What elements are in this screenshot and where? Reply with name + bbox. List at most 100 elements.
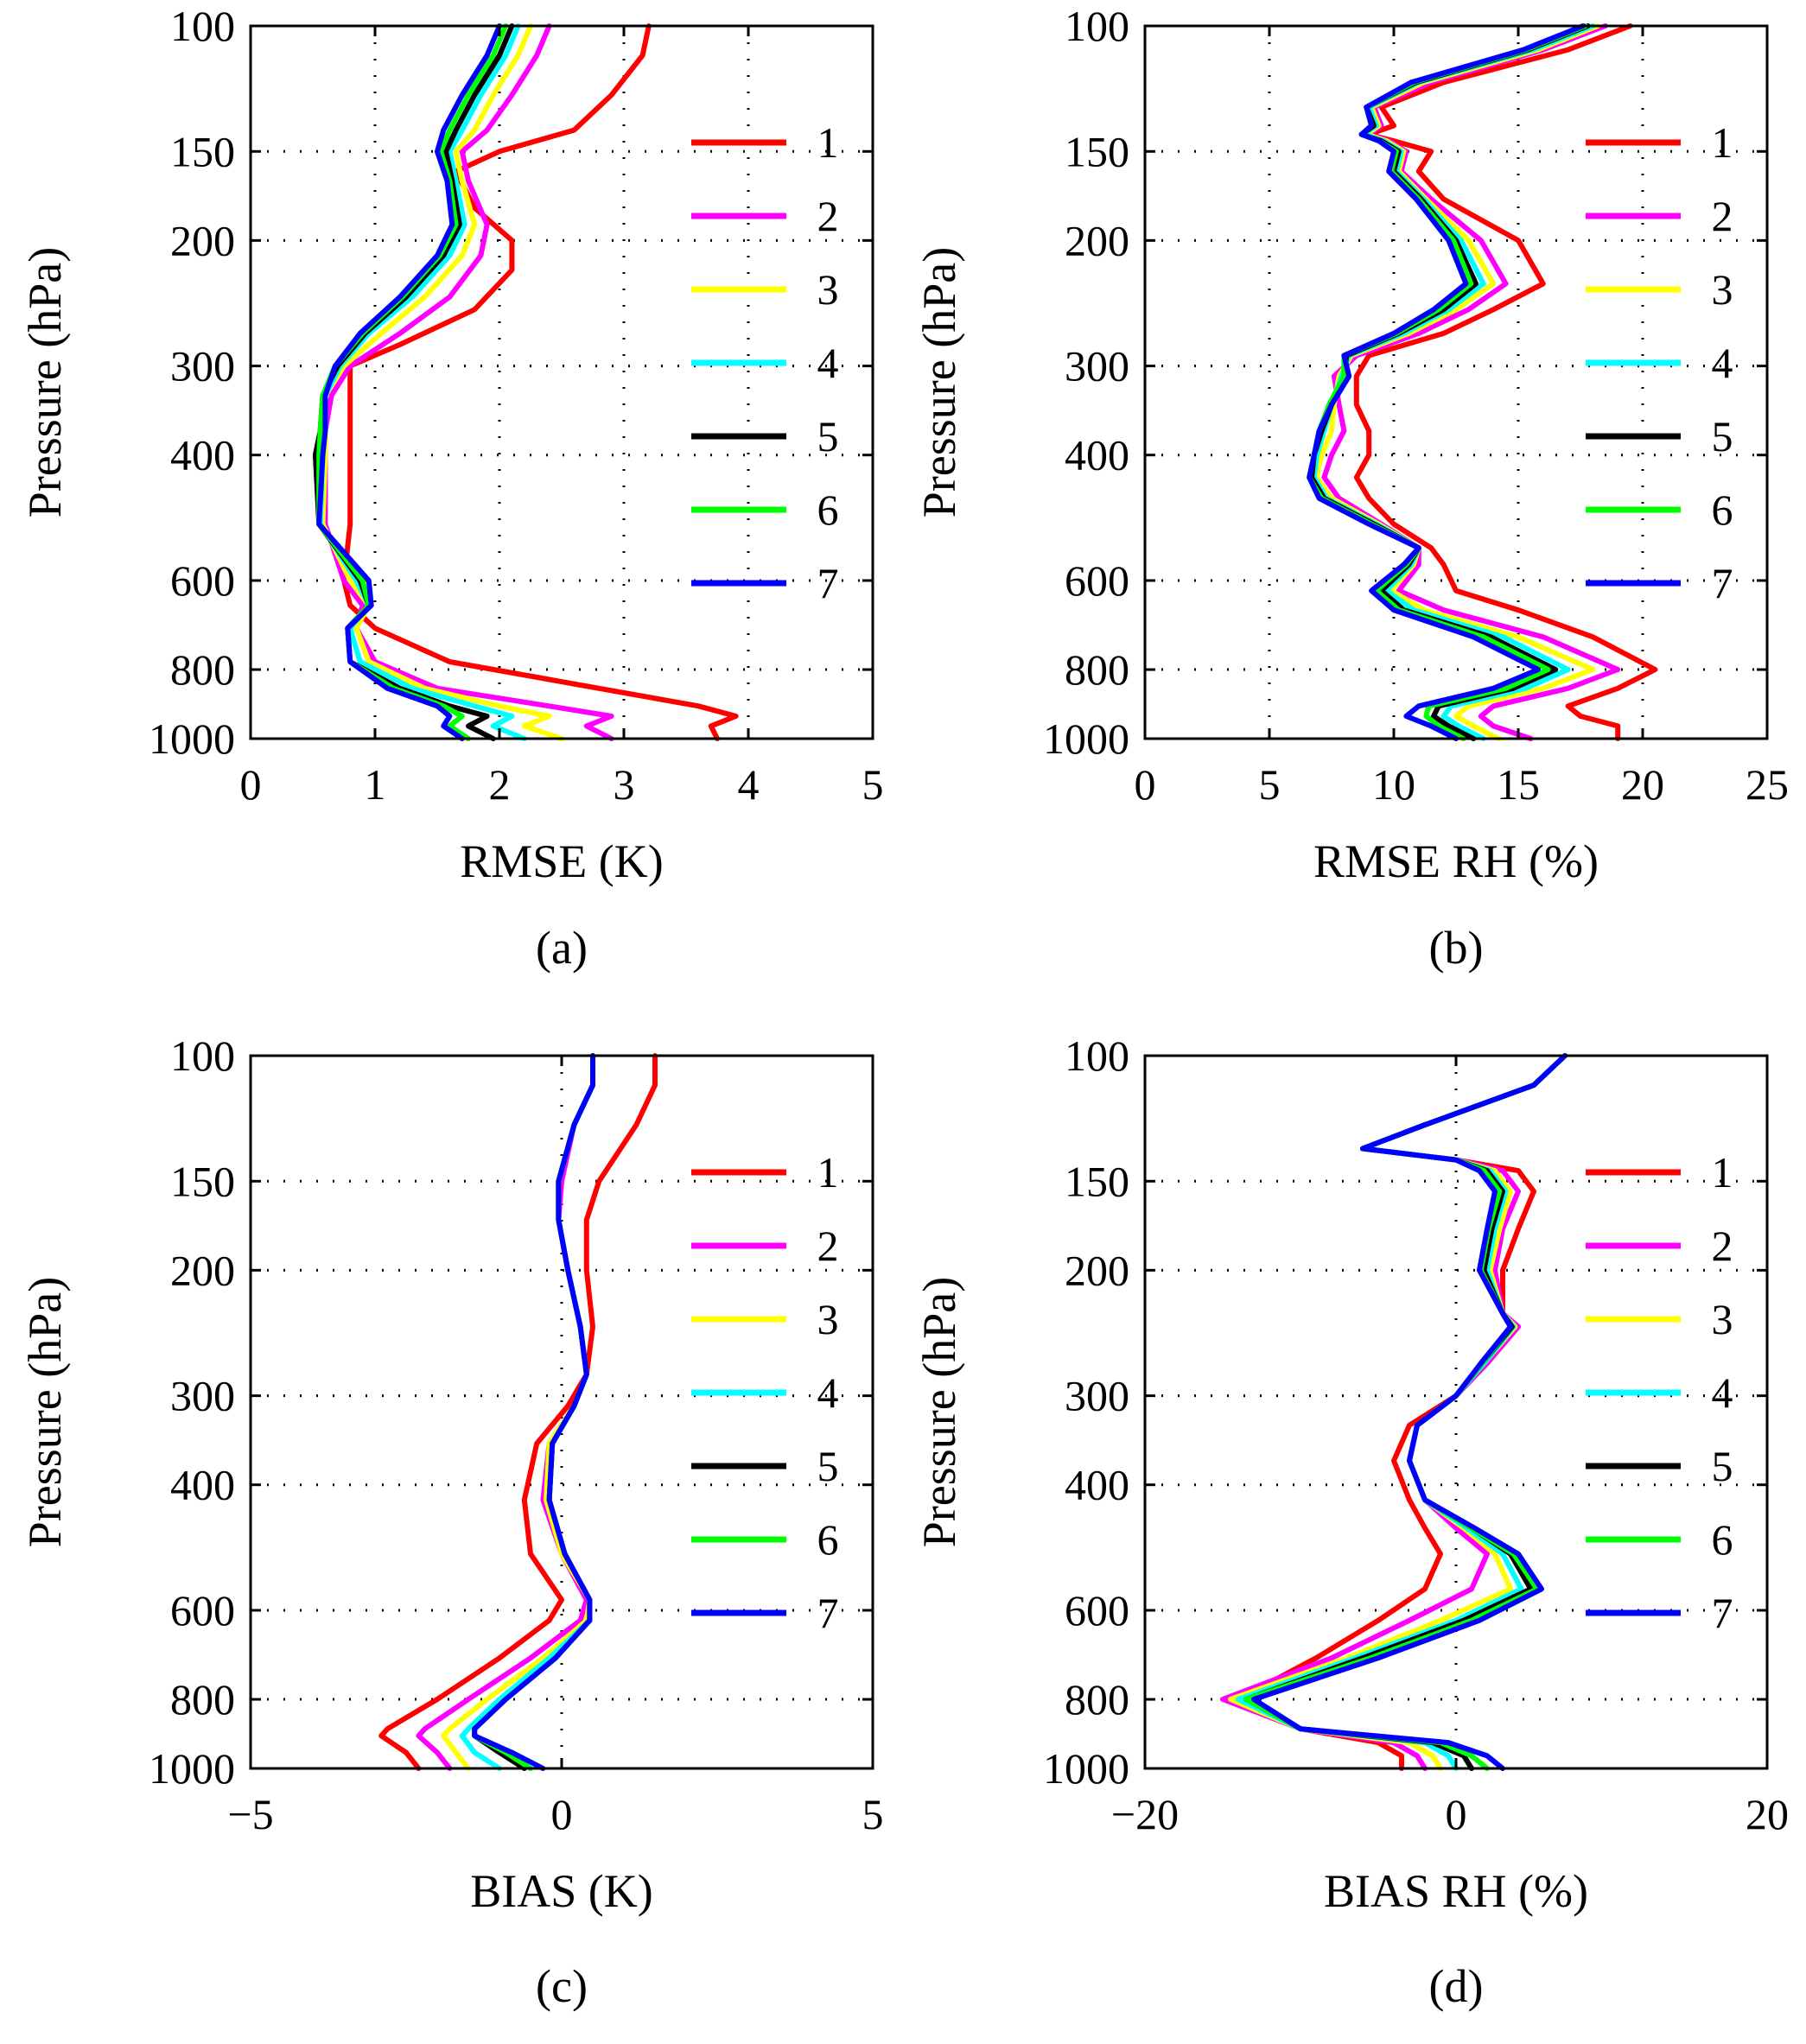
series-line-1 — [341, 23, 739, 741]
chart-panel-a: 0 1 2 3 4 5 100 150 200 300 400 600 800 1000 RMSE (K) P… — [19, 2, 884, 974]
x-tick-label: 0 — [1135, 760, 1156, 809]
y-tick-label: 400 — [1065, 1461, 1129, 1509]
legend-label-3: 3 — [817, 265, 839, 314]
legend-label-3: 3 — [1712, 1295, 1733, 1343]
series-line-7 — [1307, 23, 1586, 741]
y-tick-label: 1000 — [149, 714, 235, 763]
x-tick-label: 15 — [1497, 760, 1540, 809]
y-tick-label: 300 — [1065, 342, 1129, 390]
y-tick-label: 600 — [1065, 556, 1129, 605]
x-tick-label: 25 — [1746, 760, 1789, 809]
legend-label-5: 5 — [817, 412, 839, 460]
series-line-1 — [378, 1053, 658, 1771]
legend-label-7: 7 — [817, 1589, 839, 1637]
x-axis-label: RMSE (K) — [460, 835, 664, 887]
panel-caption: (c) — [536, 1960, 588, 2012]
y-tick-label: 400 — [1065, 431, 1129, 479]
legend-label-1: 1 — [817, 1148, 839, 1197]
y-tick-label: 600 — [1065, 1586, 1129, 1635]
chart-panel-c: −5 0 5 100 150 200 300 400 600 800 1000 BIAS (K) Pre… — [19, 1032, 884, 2012]
y-tick-label: 100 — [170, 1032, 235, 1080]
legend-label-3: 3 — [1712, 265, 1733, 314]
y-tick-label: 800 — [170, 645, 235, 694]
legend-label-4: 4 — [817, 1368, 839, 1417]
y-tick-label: 600 — [170, 556, 235, 605]
series-line-2 — [416, 1053, 595, 1771]
legend-label-1: 1 — [817, 118, 839, 167]
y-tick-label: 150 — [170, 127, 235, 175]
panel-caption: (d) — [1429, 1960, 1484, 2012]
panel-caption: (b) — [1429, 922, 1484, 974]
x-tick-label: 0 — [240, 760, 262, 809]
chart-panel-b: 0 5 10 15 20 251001502003004006008001000RMSE … — [913, 2, 1789, 974]
y-tick-label: 1000 — [149, 1744, 235, 1793]
y-tick-label: 300 — [1065, 1372, 1129, 1420]
legend-label-2: 2 — [1712, 1222, 1733, 1270]
legend-label-2: 2 — [817, 1222, 839, 1270]
x-tick-label: 5 — [862, 760, 884, 809]
series-lines — [378, 1053, 658, 1771]
legend-label-6: 6 — [817, 1515, 839, 1564]
x-tick-label: 5 — [862, 1790, 884, 1838]
series-line-6 — [1243, 1053, 1568, 1771]
series-line-7 — [316, 23, 502, 741]
series-line-3 — [1228, 1053, 1568, 1771]
y-tick-label: 150 — [170, 1157, 235, 1205]
legend-label-5: 5 — [1712, 412, 1733, 460]
y-tick-label: 1000 — [1043, 1744, 1129, 1793]
x-tick-label: 0 — [551, 1790, 573, 1838]
x-axis-label: RMSE RH (%) — [1313, 835, 1599, 887]
y-tick-label: 200 — [1065, 1246, 1129, 1294]
y-axis-label: Pressure (hPa) — [19, 247, 71, 517]
legend-label-6: 6 — [817, 486, 839, 534]
chart-panel-d: −20 0 20 100 150 200 300 400 600 800 1000 BIAS RH (… — [913, 1032, 1789, 2012]
series-line-5 — [1309, 23, 1591, 741]
x-tick-label: −20 — [1111, 1790, 1179, 1838]
y-tick-label: 200 — [170, 216, 235, 264]
legend-label-5: 5 — [1712, 1442, 1733, 1490]
x-tick-label: 4 — [738, 760, 760, 809]
x-tick-label: −5 — [227, 1790, 273, 1838]
series-line-2 — [1220, 1053, 1568, 1771]
legend: 1 2 3 4 5 6 7 — [1586, 1148, 1733, 1637]
x-axis-label: BIAS (K) — [470, 1865, 653, 1917]
y-tick-label: 100 — [170, 2, 235, 50]
legend-label-7: 7 — [817, 559, 839, 607]
series-line-5 — [1243, 1053, 1568, 1771]
y-tick-label: 800 — [1065, 1675, 1129, 1723]
series-line-7 — [1251, 1053, 1568, 1771]
y-tick-label: 800 — [1065, 645, 1129, 694]
legend: 1 2 3 4 5 6 7 — [691, 118, 839, 607]
series-line-2 — [322, 23, 614, 741]
series-lines — [1220, 1053, 1568, 1771]
legend-label-1: 1 — [1712, 1148, 1733, 1197]
x-tick-label: 0 — [1446, 1790, 1467, 1838]
y-tick-label: 150 — [1065, 1157, 1129, 1205]
x-tick-label: 3 — [614, 760, 635, 809]
legend-label-6: 6 — [1712, 1515, 1733, 1564]
legend: 1 2 3 4 5 6 7 — [1586, 118, 1733, 607]
x-axis-label: BIAS RH (%) — [1324, 1865, 1588, 1917]
y-tick-label: 400 — [170, 1461, 235, 1509]
y-tick-label: 600 — [170, 1586, 235, 1635]
x-tick-label: 2 — [489, 760, 511, 809]
legend-label-6: 6 — [1712, 486, 1733, 534]
y-tick-label: 400 — [170, 431, 235, 479]
series-line-1 — [1236, 1053, 1568, 1771]
legend-label-4: 4 — [1712, 1368, 1733, 1417]
y-tick-label: 100 — [1065, 1032, 1129, 1080]
legend-label-1: 1 — [1712, 118, 1733, 167]
y-axis-label: Pressure (hPa) — [19, 1277, 71, 1547]
y-tick-label: 300 — [170, 342, 235, 390]
series-lines — [312, 23, 739, 741]
y-tick-label: 1000 — [1043, 714, 1129, 763]
ticks: −5 0 5 100 150 200 300 400 600 800 1000 — [149, 1032, 884, 1838]
series-line-4 — [1236, 1053, 1568, 1771]
x-tick-label: 5 — [1259, 760, 1281, 809]
x-tick-label: 20 — [1746, 1790, 1789, 1838]
y-tick-label: 800 — [170, 1675, 235, 1723]
legend-label-7: 7 — [1712, 1589, 1733, 1637]
plot-frame — [249, 24, 874, 740]
